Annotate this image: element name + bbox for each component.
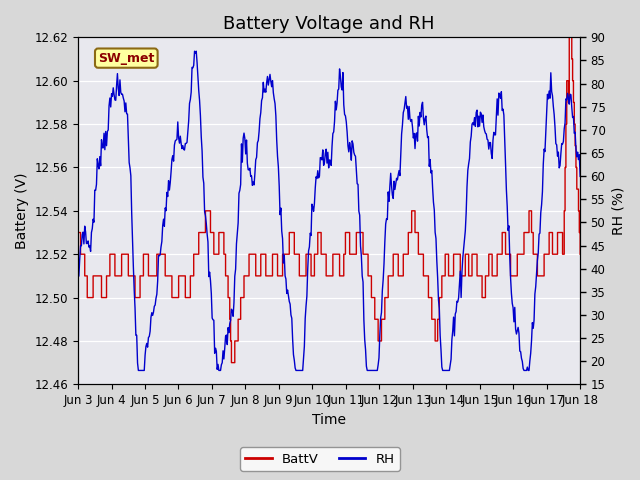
RH xyxy=(134,368,142,373)
RH xyxy=(205,274,212,279)
RH xyxy=(303,293,310,299)
RH xyxy=(411,146,419,152)
Line: BattV: BattV xyxy=(78,0,580,362)
Line: RH: RH xyxy=(78,51,580,371)
BattV xyxy=(410,208,418,214)
X-axis label: Time: Time xyxy=(312,413,346,427)
Text: SW_met: SW_met xyxy=(98,52,154,65)
RH xyxy=(576,173,584,179)
RH xyxy=(74,274,82,279)
BattV xyxy=(228,360,236,365)
Title: Battery Voltage and RH: Battery Voltage and RH xyxy=(223,15,435,33)
BattV xyxy=(576,252,584,257)
RH xyxy=(454,299,461,305)
BattV xyxy=(371,316,379,322)
BattV xyxy=(163,273,171,279)
BattV xyxy=(453,252,461,257)
BattV xyxy=(74,229,82,235)
RH xyxy=(191,48,198,54)
Y-axis label: RH (%): RH (%) xyxy=(611,187,625,235)
Legend: BattV, RH: BattV, RH xyxy=(240,447,400,471)
RH xyxy=(164,193,172,199)
BattV xyxy=(302,252,310,257)
BattV xyxy=(204,208,211,214)
Y-axis label: Battery (V): Battery (V) xyxy=(15,173,29,249)
RH xyxy=(372,368,380,373)
